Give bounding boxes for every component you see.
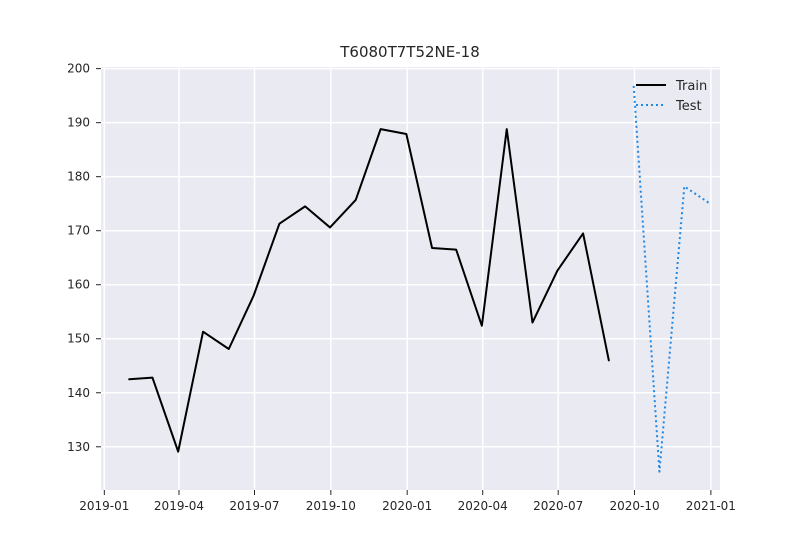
x-tick-label: 2020-01 <box>382 499 432 513</box>
grid-lines <box>101 67 720 490</box>
y-tick-label: 200 <box>67 62 90 76</box>
axis-ticks: 2019-01 2019-04 2019-07 2019-10 2020-01 2020-… <box>67 62 736 513</box>
y-tick-label: 130 <box>67 440 90 454</box>
x-tick-label: 2019-10 <box>306 499 356 513</box>
legend-train-label: Train <box>675 79 707 94</box>
chart-legend: Train Test <box>636 79 707 114</box>
x-tick-label: 2020-10 <box>609 499 659 513</box>
x-tick-label: 2019-01 <box>79 499 129 513</box>
legend-test-label: Test <box>675 99 702 114</box>
x-tick-label: 2020-04 <box>458 499 508 513</box>
y-tick-label: 160 <box>67 278 90 292</box>
y-tick-label: 150 <box>67 332 90 346</box>
x-tick-label: 2021-01 <box>686 499 736 513</box>
x-tick-label: 2019-07 <box>229 499 279 513</box>
y-tick-label: 170 <box>67 224 90 238</box>
y-tick-label: 140 <box>67 386 90 400</box>
series-lines <box>128 85 711 473</box>
y-tick-label: 180 <box>67 170 90 184</box>
plot-background <box>101 67 720 490</box>
x-tick-label: 2020-07 <box>533 499 583 513</box>
y-tick-label: 190 <box>67 116 90 130</box>
chart-title: T6080T7T52NE-18 <box>339 43 480 61</box>
series-line-train <box>128 128 610 453</box>
x-tick-label: 2019-04 <box>154 499 204 513</box>
